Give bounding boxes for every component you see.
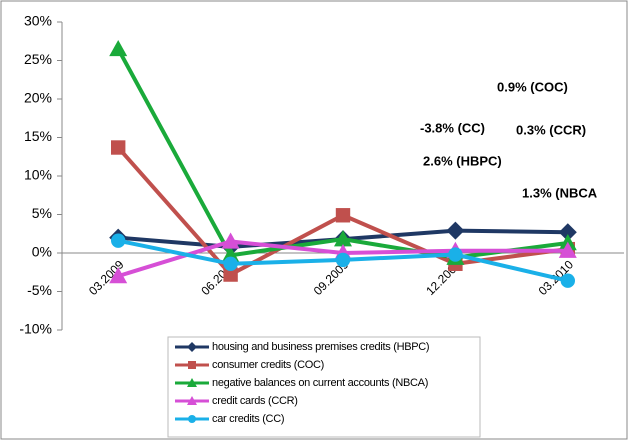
data-point: [221, 232, 240, 249]
data-point: [223, 267, 238, 282]
legend-label: housing and business premises credits (H…: [212, 341, 429, 353]
legend-label: car credits (CC): [212, 413, 284, 425]
legend-swatch: [188, 361, 196, 369]
y-tick-label: 30%: [24, 13, 52, 29]
annotation: 0.9% (COC): [497, 79, 568, 94]
legend-swatch: [187, 396, 197, 405]
data-point: [560, 273, 575, 288]
legend-box: [167, 336, 481, 438]
y-tick-label: -10%: [19, 321, 52, 337]
y-tick-label: 25%: [24, 51, 52, 67]
y-tick-label: 15%: [24, 128, 52, 144]
y-tick-label: -5%: [27, 282, 52, 298]
y-tick-label: 20%: [24, 90, 52, 106]
y-tick-label: 0%: [32, 244, 52, 260]
annotation: 0.3% (CCR): [516, 122, 586, 137]
legend-swatch: [188, 415, 196, 423]
data-point: [334, 230, 352, 247]
legend-swatch: [187, 378, 197, 387]
annotation: -3.8% (CC): [420, 120, 485, 135]
data-point: [111, 140, 126, 155]
data-point: [335, 252, 351, 268]
legend-swatch: [187, 342, 197, 352]
data-point: [448, 247, 463, 262]
data-point: [111, 233, 126, 248]
data-point: [558, 241, 577, 258]
y-tick-label: 10%: [24, 167, 52, 183]
legend-label: consumer credits (COC): [212, 359, 324, 371]
data-point: [558, 223, 577, 242]
data-point: [335, 208, 351, 223]
data-point: [109, 39, 128, 57]
legend-label: credit cards (CCR): [212, 395, 298, 407]
annotation: 2.6% (HBPC): [423, 153, 502, 168]
data-point: [109, 267, 128, 284]
annotation: 1.3% (NBCA: [522, 185, 598, 200]
data-point: [446, 221, 465, 240]
y-tick-label: 5%: [32, 205, 52, 221]
legend-label: negative balances on current accounts (N…: [212, 377, 428, 389]
data-point: [223, 256, 238, 271]
